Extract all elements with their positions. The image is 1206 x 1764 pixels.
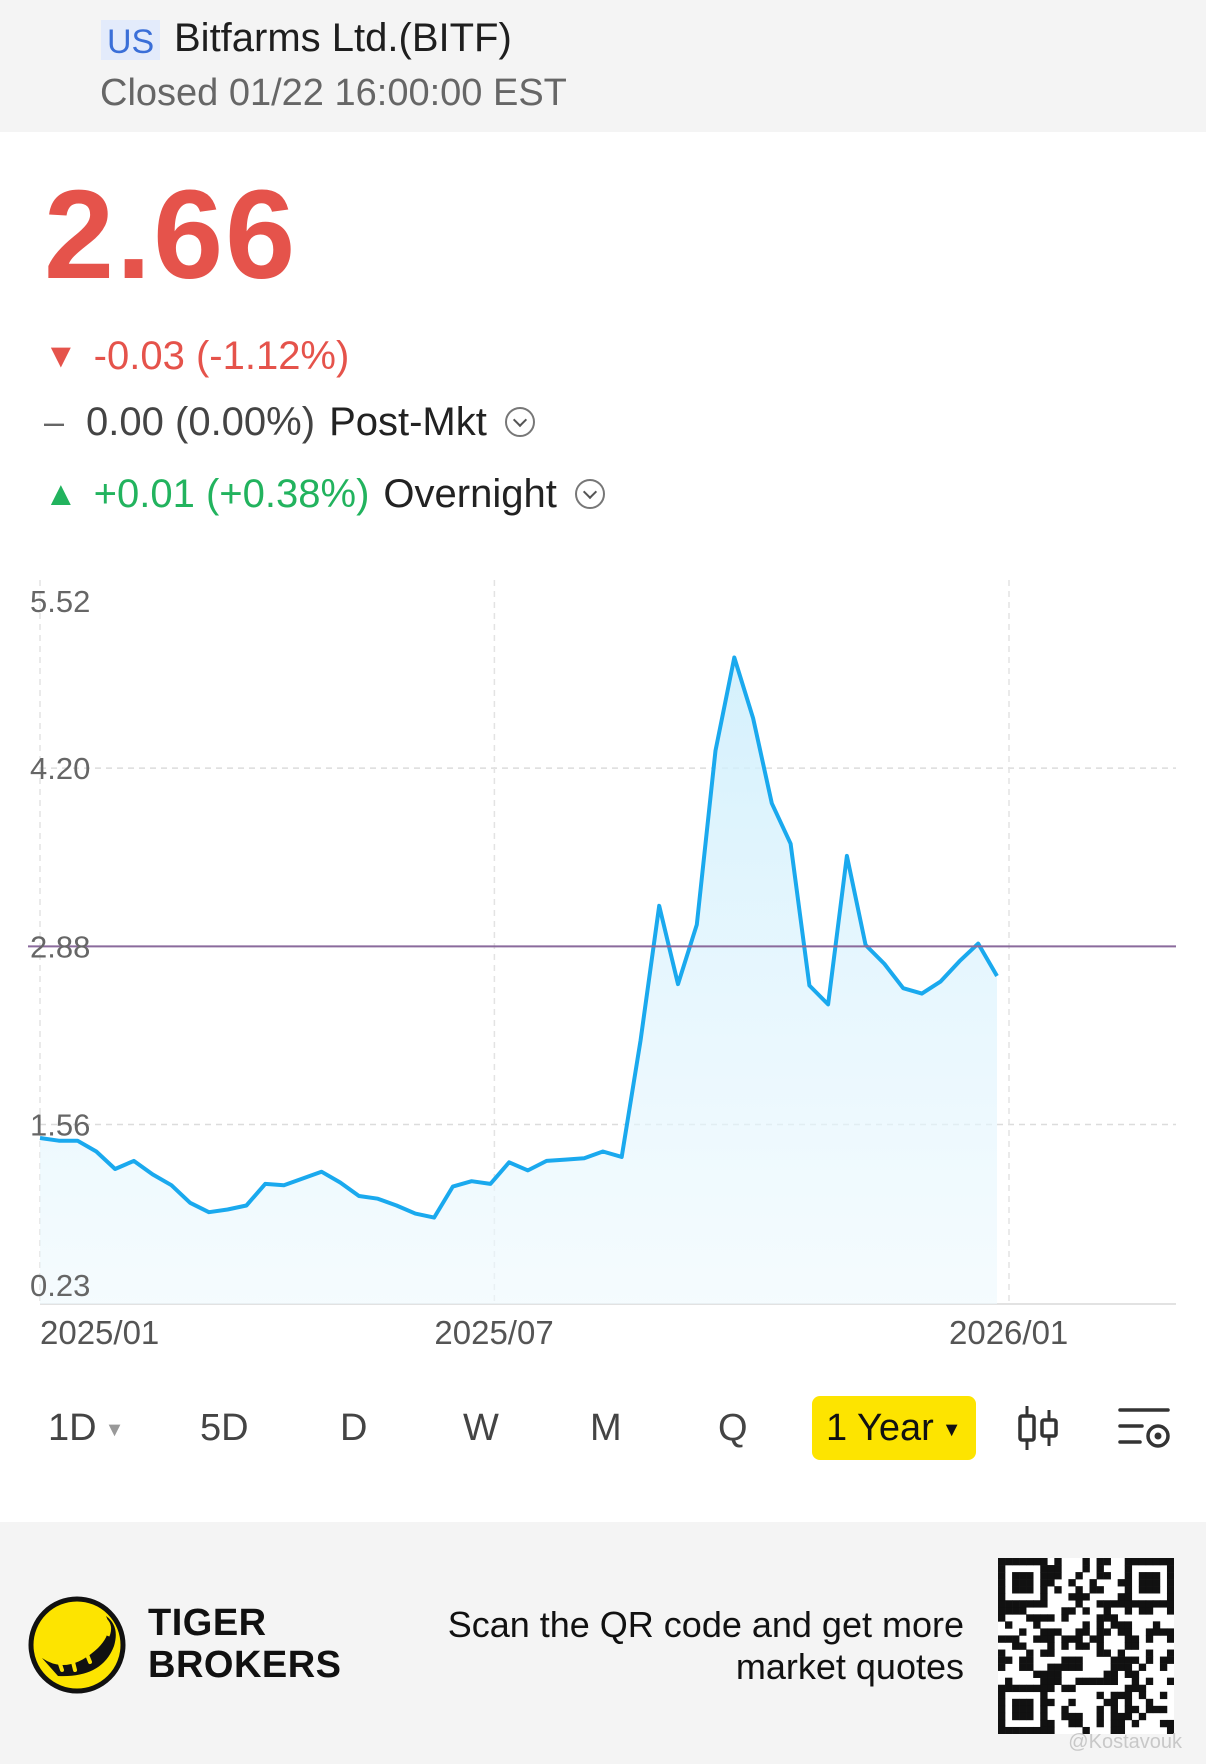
- x-tick-label: 2025/07: [434, 1314, 553, 1351]
- chart-settings-icon[interactable]: [1116, 1402, 1172, 1454]
- day-change: -0.03 (-1.12%): [93, 334, 350, 378]
- x-tick-label: 2026/01: [949, 1314, 1068, 1351]
- period-label: D: [340, 1407, 368, 1449]
- y-tick-label: 1.56: [30, 1107, 90, 1142]
- chevron-down-icon[interactable]: [574, 479, 605, 509]
- price-area-fill: [40, 657, 997, 1304]
- post-market-row[interactable]: – 0.00 (0.00%) Post-Mkt: [44, 398, 535, 446]
- period-label: M: [590, 1407, 622, 1449]
- watermark: @Kostavouk: [1068, 1731, 1182, 1753]
- overnight-label: Overnight: [383, 472, 557, 516]
- period-q[interactable]: Q: [718, 1396, 748, 1460]
- period-label: 1 Year: [826, 1407, 934, 1449]
- period-selector: 1D ▼ 5D D W M Q 1 Year ▼: [0, 1396, 1206, 1472]
- post-market-change: 0.00 (0.00%): [86, 400, 316, 444]
- market-badge: US: [101, 20, 161, 61]
- period-d[interactable]: D: [340, 1396, 367, 1460]
- price-line: [39, 655, 999, 1220]
- caret-down-icon: ▼: [941, 1418, 962, 1441]
- scan-promo: Scan the QR code and get more market quo…: [448, 1604, 964, 1688]
- y-tick-label: 5.52: [30, 584, 90, 619]
- tiger-logo-icon: [28, 1596, 126, 1694]
- stock-title: Bitfarms Ltd.(BITF): [174, 16, 512, 60]
- period-label: 5D: [200, 1407, 249, 1449]
- brand-line-1: TIGER: [148, 1602, 267, 1644]
- y-tick-label: 4.20: [30, 751, 90, 786]
- y-axis-labels: 5.52 4.20 2.88 1.56 0.23: [30, 584, 90, 1303]
- header: US Bitfarms Ltd.(BITF) Closed 01/22 16:0…: [0, 0, 1206, 132]
- y-tick-label: 2.88: [30, 929, 90, 964]
- period-w[interactable]: W: [463, 1396, 499, 1460]
- brand-line-2: BROKERS: [148, 1644, 342, 1686]
- period-5d[interactable]: 5D: [200, 1396, 249, 1460]
- day-change-row: ▼ -0.03 (-1.12%): [44, 332, 349, 380]
- price-chart[interactable]: 5.52 4.20 2.88 1.56 0.23 2025/01 2025/07 2026/…: [0, 560, 1206, 1370]
- market-status: Closed 01/22 16:00:00 EST: [100, 72, 567, 114]
- qr-code-icon[interactable]: [998, 1558, 1174, 1734]
- caret-down-icon: ▼: [104, 1418, 125, 1441]
- flat-dash-icon: –: [44, 401, 65, 442]
- period-1d[interactable]: 1D ▼: [48, 1396, 124, 1460]
- last-price: 2.66: [44, 164, 298, 305]
- footer: TIGER BROKERS Scan the QR code and get m…: [0, 1522, 1206, 1764]
- chevron-down-icon[interactable]: [504, 407, 535, 437]
- x-axis-labels: 2025/01 2025/07 2026/01: [40, 1314, 1068, 1351]
- post-market-label: Post-Mkt: [329, 400, 487, 444]
- scan-line-2: market quotes: [735, 1646, 964, 1687]
- x-tick-label: 2025/01: [40, 1314, 159, 1351]
- y-tick-label: 0.23: [30, 1268, 90, 1303]
- up-arrow-icon: ▲: [44, 475, 78, 513]
- period-label: 1D: [48, 1407, 97, 1449]
- overnight-row[interactable]: ▲ +0.01 (+0.38%) Overnight: [44, 470, 605, 518]
- period-label: W: [463, 1407, 499, 1449]
- overnight-change: +0.01 (+0.38%): [93, 472, 370, 516]
- scan-line-1: Scan the QR code and get more: [447, 1604, 964, 1645]
- period-label: Q: [718, 1407, 748, 1449]
- candlestick-icon[interactable]: [1016, 1402, 1060, 1454]
- down-arrow-icon: ▼: [44, 337, 78, 375]
- brand-name: TIGER BROKERS: [148, 1602, 342, 1686]
- period-m[interactable]: M: [590, 1396, 622, 1460]
- period-1-year[interactable]: 1 Year ▼: [812, 1396, 976, 1460]
